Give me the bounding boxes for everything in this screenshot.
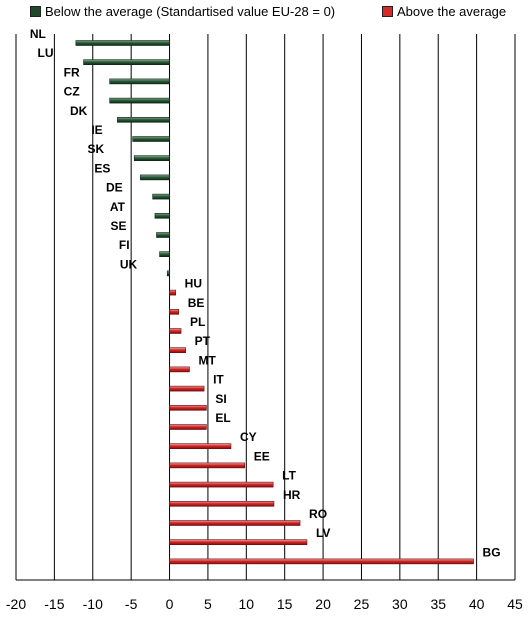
bar-lv (169, 539, 308, 546)
bar-pt (169, 347, 186, 354)
bar-ee (169, 462, 246, 469)
legend-label-above: Above the average (397, 4, 507, 19)
bar-be (169, 308, 180, 315)
bar-cz (109, 97, 170, 104)
x-tick-label: 40 (469, 596, 485, 612)
category-label-it: IT (213, 373, 224, 387)
category-label-lu: LU (38, 46, 54, 60)
x-tick-label: 10 (239, 596, 255, 612)
category-label-hr: HR (283, 488, 301, 502)
legend-item-above: Above the average (382, 4, 506, 19)
bar-se (156, 232, 170, 238)
category-label-uk: UK (120, 257, 138, 271)
x-tick-label: -20 (6, 596, 26, 612)
category-label-ee: EE (254, 449, 270, 463)
bar-pl (169, 328, 182, 334)
bar-sk (133, 155, 170, 161)
x-tick-label: 35 (430, 596, 446, 612)
bar-dk (117, 117, 170, 123)
category-label-de: DE (106, 181, 123, 195)
category-label-es: ES (94, 161, 110, 175)
x-tick-label: 0 (166, 596, 174, 612)
legend-swatch-above (382, 6, 393, 17)
x-tick-label: 45 (507, 596, 523, 612)
category-label-nl: NL (30, 27, 46, 41)
bar-si (169, 404, 207, 411)
category-label-se: SE (110, 219, 126, 233)
category-label-bg: BG (483, 545, 501, 559)
legend-swatch-below (30, 6, 41, 17)
category-label-lt: LT (282, 469, 296, 483)
legend-item-below: Below the average (Standartised value EU… (30, 4, 335, 19)
category-label-ro: RO (309, 507, 327, 521)
category-label-fi: FI (119, 238, 130, 252)
category-label-mt: MT (198, 353, 216, 367)
bar-hu (169, 289, 176, 296)
bar-ie (132, 136, 170, 142)
x-tick-label: 15 (277, 596, 293, 612)
category-label-dk: DK (70, 104, 88, 118)
x-tick-label: 30 (392, 596, 408, 612)
x-tick-label: -15 (44, 596, 64, 612)
category-label-sk: SK (88, 142, 105, 156)
category-label-lv: LV (316, 526, 330, 540)
x-tick-label: -5 (125, 596, 138, 612)
bar-hr (169, 500, 275, 507)
bar-de (152, 193, 170, 200)
bar-mt (169, 366, 190, 373)
bar-es (140, 174, 170, 181)
bar-cy (169, 443, 232, 450)
bar-at (154, 213, 170, 219)
bar-fr (109, 78, 170, 85)
category-label-cy: CY (240, 430, 257, 444)
legend-label-below: Below the average (Standartised value EU… (45, 4, 336, 19)
bar-it (169, 385, 205, 392)
bar-nl (75, 40, 170, 46)
category-label-hu: HU (185, 277, 202, 291)
category-label-si: SI (215, 392, 226, 406)
bar-lt (169, 481, 274, 488)
bar-lu (83, 59, 170, 66)
bar-bg (169, 558, 474, 565)
category-label-cz: CZ (64, 85, 80, 99)
category-label-at: AT (110, 200, 126, 214)
category-label-pt: PT (195, 334, 211, 348)
x-tick-label: -10 (83, 596, 103, 612)
x-tick-label: 20 (315, 596, 331, 612)
bar-el (169, 424, 207, 430)
x-tick-label: 25 (354, 596, 370, 612)
category-label-pl: PL (190, 315, 205, 329)
category-label-ie: IE (91, 123, 102, 137)
x-tick-label: 5 (204, 596, 212, 612)
bar-uk (166, 270, 170, 277)
category-label-el: EL (215, 411, 230, 425)
category-label-fr: FR (64, 65, 80, 79)
bar-ro (169, 520, 301, 526)
chart-legend: Below the average (Standartised value EU… (0, 4, 528, 26)
category-label-be: BE (188, 296, 205, 310)
plot-area: -20 -15 -10 -5 0 5 10 15 20 25 30 35 40 45NLLUFRCZDKI… (6, 27, 523, 612)
bar-fi (159, 251, 170, 257)
